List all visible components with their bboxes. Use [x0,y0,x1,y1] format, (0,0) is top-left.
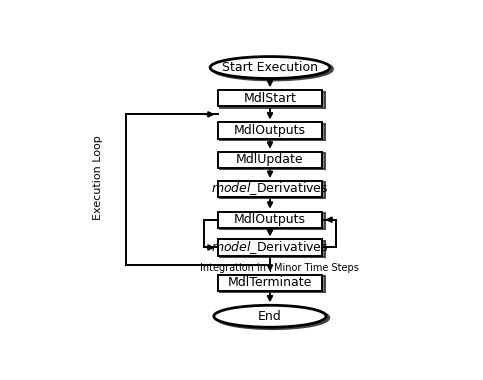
FancyBboxPatch shape [217,90,323,106]
FancyBboxPatch shape [220,276,325,292]
Ellipse shape [210,57,330,79]
FancyBboxPatch shape [220,213,325,229]
FancyBboxPatch shape [217,122,323,138]
FancyBboxPatch shape [220,124,325,140]
Ellipse shape [214,305,326,327]
Text: MdlStart: MdlStart [243,92,297,105]
Ellipse shape [213,58,332,80]
Text: Minor Time Steps: Minor Time Steps [274,263,358,273]
Text: MdlOutputs: MdlOutputs [234,124,306,137]
Text: MdlTerminate: MdlTerminate [228,276,312,289]
FancyBboxPatch shape [220,92,325,108]
Text: End: End [258,310,282,323]
FancyBboxPatch shape [220,241,325,257]
FancyBboxPatch shape [220,153,325,169]
FancyBboxPatch shape [217,275,323,291]
Text: MdlOutputs: MdlOutputs [234,213,306,226]
Text: Start Execution: Start Execution [222,61,318,74]
FancyBboxPatch shape [217,181,323,197]
FancyBboxPatch shape [217,239,323,255]
Text: $\it{model}$_Derivatives: $\it{model}$_Derivatives [211,239,329,256]
Text: $\it{model}$_Derivatives: $\it{model}$_Derivatives [211,180,329,198]
FancyBboxPatch shape [217,152,323,168]
FancyBboxPatch shape [220,182,325,198]
Text: MdlUpdate: MdlUpdate [236,153,304,166]
Text: Integration in: Integration in [200,263,266,273]
FancyBboxPatch shape [217,212,323,228]
Ellipse shape [216,307,329,329]
Text: Execution Loop: Execution Loop [93,135,103,220]
